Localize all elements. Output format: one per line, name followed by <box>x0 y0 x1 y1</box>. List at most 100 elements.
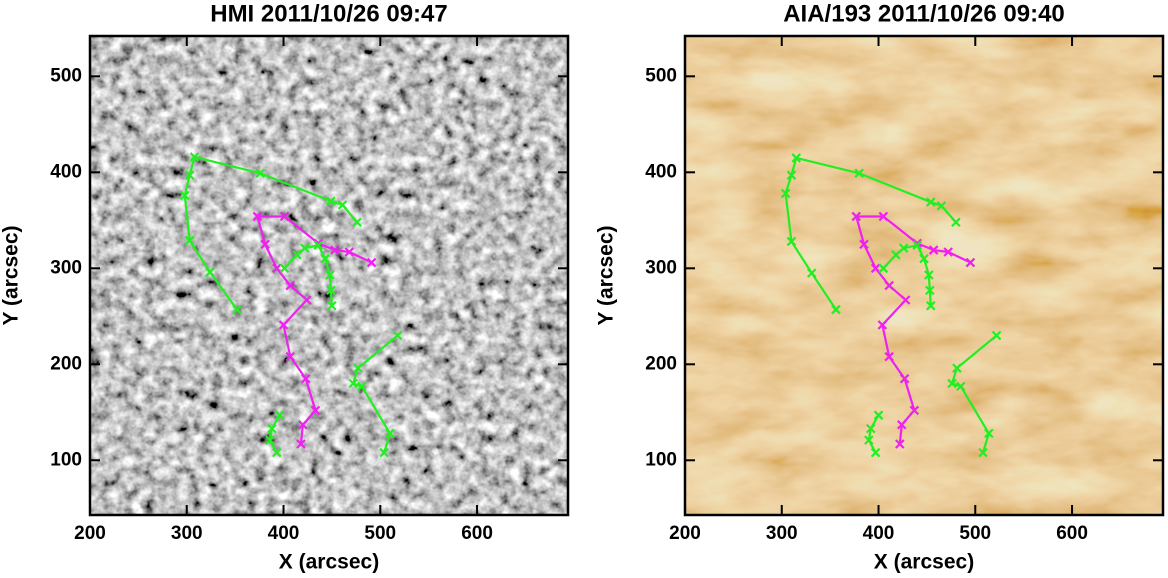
trace-marker <box>344 247 355 257</box>
trace-marker <box>300 373 311 384</box>
trace-marker <box>392 330 403 341</box>
y-axis-label: Y (arcsec) <box>0 225 23 325</box>
trace-marker <box>786 170 797 180</box>
x-axis-label: X (arcsec) <box>279 551 379 574</box>
trace-marker <box>205 267 215 277</box>
trace-marker <box>859 239 869 250</box>
trace-marker <box>232 304 242 315</box>
x-tick-label: 300 <box>766 523 798 544</box>
trace-marker <box>891 250 901 260</box>
trace-marker <box>870 447 881 458</box>
chart-title: AIA/193 2011/10/26 09:40 <box>783 0 1065 27</box>
y-tick-label: 100 <box>645 449 677 470</box>
trace-marker <box>279 211 290 222</box>
trace-marker <box>965 257 976 268</box>
trace-marker <box>274 410 285 420</box>
trace-line <box>867 414 880 454</box>
trace-line <box>255 215 373 445</box>
trace-marker <box>951 217 961 228</box>
trace-marker <box>353 363 363 373</box>
trace-marker <box>180 190 190 201</box>
trace-marker <box>325 270 335 280</box>
y-tick-label: 200 <box>50 353 82 374</box>
trace-marker <box>878 211 889 222</box>
trace-marker <box>252 211 263 222</box>
trace-marker <box>271 263 282 274</box>
y-axis-label: Y (arcsec) <box>595 225 618 325</box>
x-tick-label: 500 <box>959 523 991 544</box>
plot-frame <box>683 34 1165 517</box>
trace-marker <box>352 217 362 228</box>
trace-marker <box>947 378 957 389</box>
trace-marker <box>898 243 909 253</box>
trace-marker <box>330 245 340 255</box>
trace-marker <box>326 196 336 206</box>
y-tick-label: 300 <box>50 257 82 278</box>
trace-marker <box>267 423 277 434</box>
trace-marker <box>791 153 802 163</box>
trace-marker <box>189 152 200 162</box>
trace-marker <box>925 197 936 207</box>
trace-line <box>950 334 998 453</box>
trace-marker <box>924 270 934 280</box>
trace-marker <box>952 363 962 373</box>
trace-marker <box>337 200 348 210</box>
trace-marker <box>899 373 910 384</box>
trace-marker <box>279 263 290 274</box>
x-tick-label: 500 <box>364 523 396 544</box>
trace-marker <box>278 320 289 330</box>
trace-marker <box>292 250 302 260</box>
trace-marker <box>327 300 337 311</box>
trace-marker <box>866 423 876 434</box>
trace-marker <box>919 253 929 264</box>
trace-marker <box>326 285 336 296</box>
x-tick-label: 400 <box>863 523 895 544</box>
trace-marker <box>909 405 920 416</box>
x-tick-label: 600 <box>1056 523 1088 544</box>
trace-marker <box>831 304 841 315</box>
trace-marker <box>184 170 195 180</box>
trace-marker <box>864 435 874 445</box>
trace-marker <box>884 351 894 362</box>
trace-marker <box>348 378 358 389</box>
x-tick-label: 400 <box>268 523 300 544</box>
trace-line <box>351 334 399 453</box>
trace-marker <box>936 201 947 211</box>
trace-marker <box>310 405 321 416</box>
trace-marker <box>786 236 797 247</box>
trace-marker <box>366 257 377 268</box>
trace-marker <box>925 285 935 296</box>
trace-marker <box>877 320 888 330</box>
trace-marker <box>912 240 923 251</box>
x-tick-label: 200 <box>669 523 701 544</box>
trace-marker <box>285 280 296 291</box>
trace-marker <box>301 295 312 305</box>
trace-line <box>854 215 971 445</box>
trace-marker <box>978 447 988 458</box>
trace-marker <box>854 168 864 179</box>
trace-marker <box>851 211 862 222</box>
trace-marker <box>357 381 367 392</box>
trace-marker <box>320 253 330 264</box>
trace-marker <box>900 295 911 305</box>
trace-marker <box>806 268 817 278</box>
trace-marker <box>300 243 310 253</box>
trace-marker <box>896 419 907 430</box>
y-tick-label: 100 <box>50 449 82 470</box>
trace-marker <box>184 235 195 246</box>
trace-marker <box>878 263 889 274</box>
trace-marker <box>870 263 881 274</box>
trace-marker <box>260 239 270 250</box>
trace-marker <box>928 245 939 255</box>
trace-marker <box>991 330 1002 341</box>
trace-marker <box>984 428 994 439</box>
x-tick-label: 200 <box>74 523 106 544</box>
trace-marker <box>271 447 282 458</box>
trace-marker <box>895 439 905 449</box>
plot-frame <box>88 34 570 517</box>
image-texture <box>685 36 1163 515</box>
trace-marker <box>873 410 884 420</box>
trace-line <box>183 155 358 311</box>
x-tick-label: 600 <box>461 523 493 544</box>
trace-marker <box>925 300 936 311</box>
